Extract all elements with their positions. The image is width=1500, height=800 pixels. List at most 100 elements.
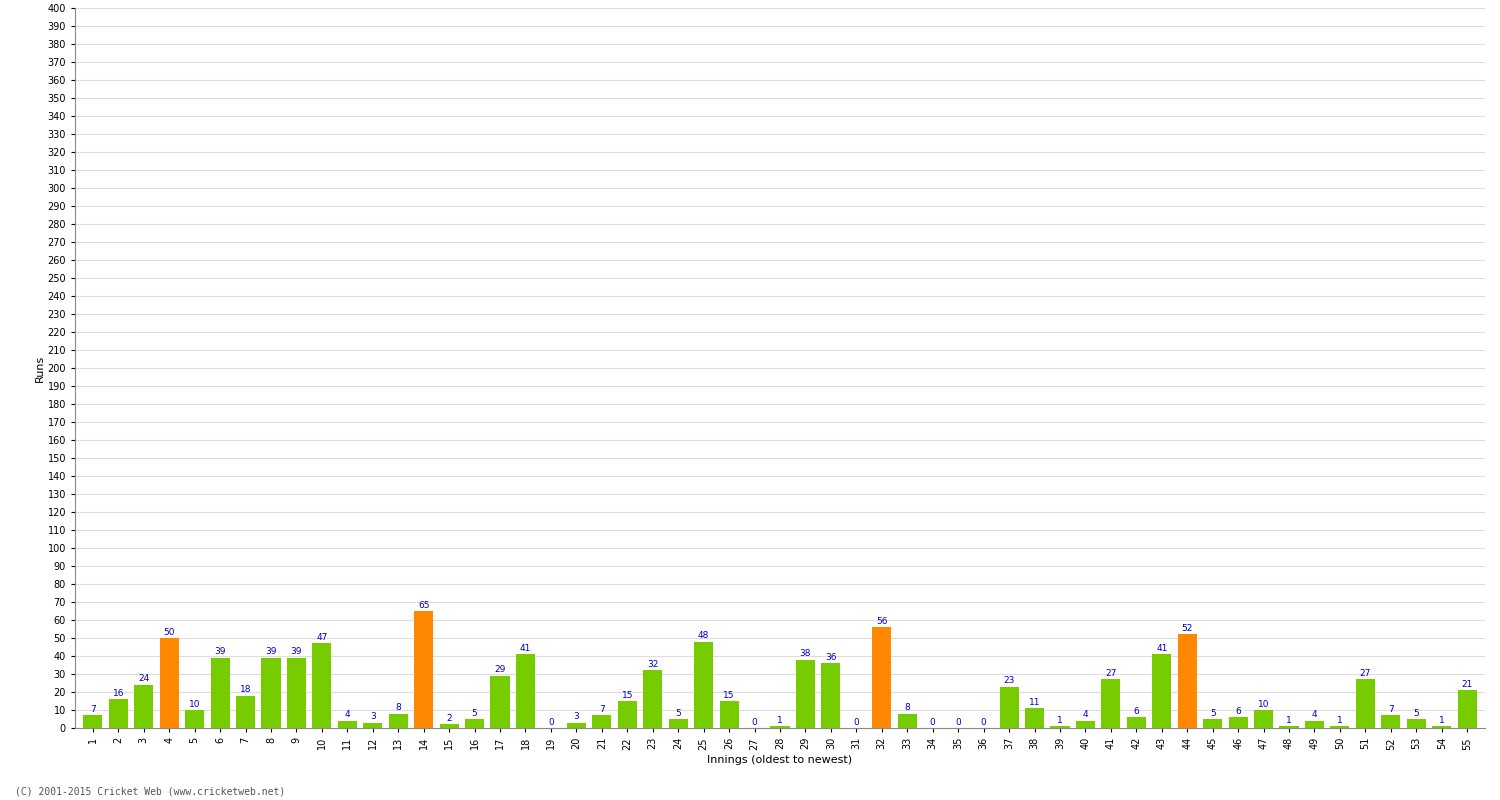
Bar — [465, 719, 484, 728]
Text: 16: 16 — [112, 689, 125, 698]
Text: 7: 7 — [90, 705, 96, 714]
Bar — [1076, 721, 1095, 728]
Text: 27: 27 — [1106, 669, 1116, 678]
Text: 23: 23 — [1004, 676, 1014, 685]
Text: 11: 11 — [1029, 698, 1041, 706]
Bar — [388, 714, 408, 728]
Bar — [184, 710, 204, 728]
Bar — [720, 701, 738, 728]
Bar — [1305, 721, 1324, 728]
Text: 29: 29 — [495, 666, 506, 674]
Text: 48: 48 — [698, 631, 709, 640]
Bar — [822, 663, 840, 728]
Text: 56: 56 — [876, 617, 888, 626]
Text: 21: 21 — [1461, 680, 1473, 689]
Bar — [669, 719, 687, 728]
Y-axis label: Runs: Runs — [34, 354, 45, 382]
Bar — [873, 627, 891, 728]
Bar — [1126, 718, 1146, 728]
Bar — [1228, 718, 1248, 728]
Text: 65: 65 — [419, 601, 429, 610]
Text: 2: 2 — [447, 714, 452, 723]
Bar — [1178, 634, 1197, 728]
Text: (C) 2001-2015 Cricket Web (www.cricketweb.net): (C) 2001-2015 Cricket Web (www.cricketwe… — [15, 786, 285, 796]
Text: 1: 1 — [1058, 716, 1064, 725]
Text: 39: 39 — [214, 647, 226, 656]
Bar — [338, 721, 357, 728]
Bar — [312, 643, 332, 728]
Bar — [1382, 715, 1401, 728]
Bar — [1152, 654, 1172, 728]
Text: 52: 52 — [1182, 624, 1192, 633]
Text: 0: 0 — [548, 718, 554, 726]
Text: 41: 41 — [520, 644, 531, 653]
Bar — [261, 658, 280, 728]
Text: 47: 47 — [316, 633, 327, 642]
Bar — [1458, 690, 1476, 728]
Bar — [108, 699, 128, 728]
Text: 4: 4 — [345, 710, 350, 719]
Text: 8: 8 — [904, 703, 910, 712]
Text: 6: 6 — [1134, 706, 1138, 716]
Text: 50: 50 — [164, 627, 176, 637]
Text: 39: 39 — [266, 647, 276, 656]
Text: 3: 3 — [370, 712, 375, 721]
Text: 41: 41 — [1156, 644, 1167, 653]
Bar — [210, 658, 230, 728]
Text: 18: 18 — [240, 685, 252, 694]
Bar — [1254, 710, 1274, 728]
Bar — [84, 715, 102, 728]
Bar — [286, 658, 306, 728]
Text: 7: 7 — [1388, 705, 1394, 714]
Text: 0: 0 — [752, 718, 758, 726]
Bar — [618, 701, 638, 728]
Text: 1: 1 — [1336, 716, 1342, 725]
Bar — [490, 676, 510, 728]
Text: 0: 0 — [930, 718, 936, 726]
Bar — [771, 726, 789, 728]
Text: 39: 39 — [291, 647, 302, 656]
Bar — [363, 722, 382, 728]
Bar — [644, 670, 663, 728]
Text: 5: 5 — [675, 709, 681, 718]
Text: 15: 15 — [621, 690, 633, 699]
Text: 0: 0 — [956, 718, 962, 726]
Bar — [1432, 726, 1452, 728]
Bar — [414, 611, 434, 728]
Text: 5: 5 — [1413, 709, 1419, 718]
Bar — [1330, 726, 1350, 728]
Bar — [1024, 708, 1044, 728]
Bar — [1280, 726, 1299, 728]
Bar — [1101, 679, 1120, 728]
Text: 1: 1 — [1438, 716, 1444, 725]
Text: 10: 10 — [189, 699, 201, 709]
Text: 6: 6 — [1234, 706, 1240, 716]
Bar — [159, 638, 178, 728]
Bar — [796, 659, 814, 728]
Text: 3: 3 — [573, 712, 579, 721]
Bar — [1050, 726, 1070, 728]
Text: 32: 32 — [646, 660, 658, 669]
X-axis label: Innings (oldest to newest): Innings (oldest to newest) — [708, 755, 852, 765]
Bar — [236, 696, 255, 728]
Bar — [567, 722, 586, 728]
Text: 0: 0 — [853, 718, 859, 726]
Bar — [999, 686, 1018, 728]
Bar — [1407, 719, 1426, 728]
Bar — [1203, 719, 1222, 728]
Text: 8: 8 — [396, 703, 400, 712]
Text: 7: 7 — [598, 705, 604, 714]
Bar — [134, 685, 153, 728]
Bar — [592, 715, 612, 728]
Text: 24: 24 — [138, 674, 150, 683]
Bar — [440, 725, 459, 728]
Text: 5: 5 — [471, 709, 477, 718]
Text: 1: 1 — [777, 716, 783, 725]
Text: 1: 1 — [1286, 716, 1292, 725]
Text: 4: 4 — [1083, 710, 1088, 719]
Bar — [1356, 679, 1376, 728]
Text: 27: 27 — [1359, 669, 1371, 678]
Text: 10: 10 — [1258, 699, 1269, 709]
Bar — [897, 714, 916, 728]
Text: 0: 0 — [981, 718, 987, 726]
